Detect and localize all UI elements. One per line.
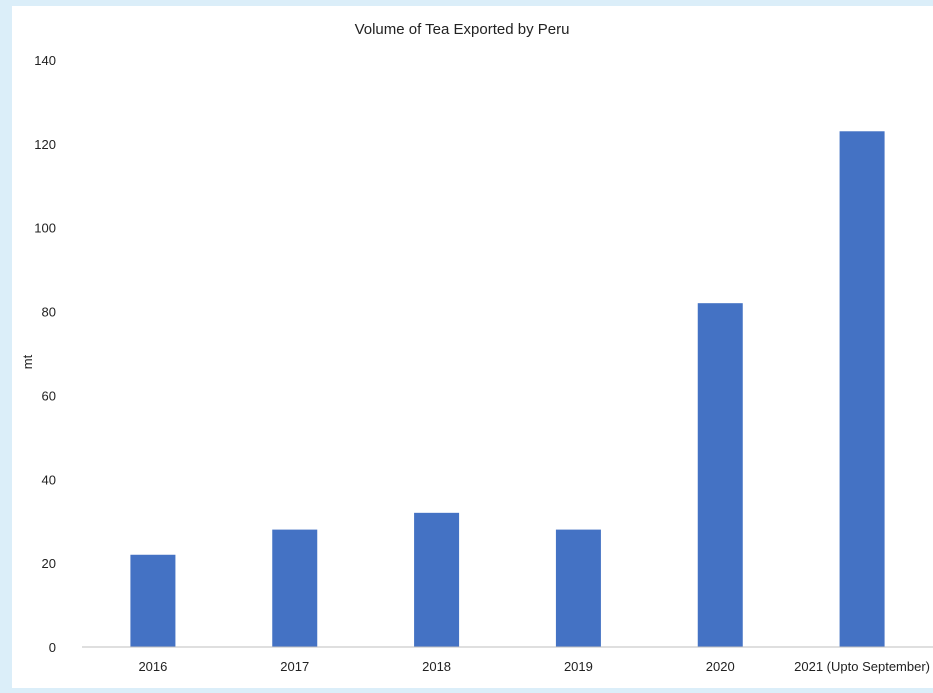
- bar-2021: [839, 131, 885, 647]
- y-axis-title: mt: [20, 354, 35, 369]
- bar-2018: [414, 512, 460, 647]
- x-tick-label: 2016: [138, 659, 167, 674]
- y-tick-label: 80: [42, 305, 56, 320]
- y-tick-label: 40: [42, 472, 56, 487]
- y-tick-label: 60: [42, 388, 56, 403]
- y-tick-label: 20: [42, 556, 56, 571]
- bars: [130, 131, 885, 647]
- y-tick-labels: 0 20 40 60 80 100 120 140: [34, 53, 56, 655]
- y-tick-label: 100: [34, 221, 56, 236]
- x-tick-label: 2018: [422, 659, 451, 674]
- y-tick-label: 120: [34, 137, 56, 152]
- y-tick-label: 0: [49, 640, 56, 655]
- x-tick-label: 2017: [280, 659, 309, 674]
- bar-2016: [130, 554, 176, 647]
- bar-2019: [555, 529, 601, 647]
- bar-2020: [697, 303, 743, 647]
- x-tick-label: 2020: [706, 659, 735, 674]
- x-tick-label: 2019: [564, 659, 593, 674]
- bar-2017: [272, 529, 318, 647]
- x-tick-labels: 2016 2017 2018 2019 2020 2021 (Upto September…: [138, 659, 930, 674]
- chart-title: Volume of Tea Exported by Peru: [355, 21, 570, 38]
- chart-frame: Volume of Tea Exported by Peru mt 0 20 40 6…: [12, 6, 933, 688]
- y-tick-label: 140: [34, 53, 56, 68]
- x-tick-label: 2021 (Upto September): [794, 659, 930, 674]
- bar-chart: Volume of Tea Exported by Peru mt 0 20 40 6…: [20, 21, 933, 674]
